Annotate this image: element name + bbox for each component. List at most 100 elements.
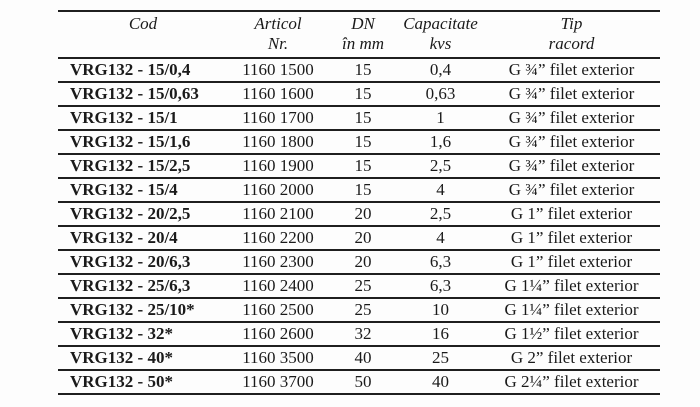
cell-tip: G 1¼” filet exterior bbox=[483, 298, 660, 323]
cell-kvs: 0,63 bbox=[398, 82, 483, 107]
header-line1: Tip bbox=[560, 14, 583, 33]
cell-tip: G ¾” filet exterior bbox=[483, 58, 660, 83]
cell-tip: G 1¼” filet exterior bbox=[483, 274, 660, 299]
table-row: VRG132 - 40* 1160 3500 40 25 G 2” filet exte… bbox=[58, 346, 660, 371]
cell-cod: VRG132 - 15/2,5 bbox=[58, 154, 228, 179]
cell-cod: VRG132 - 15/0,4 bbox=[58, 58, 228, 83]
cell-cod: VRG132 - 20/6,3 bbox=[58, 250, 228, 275]
column-header-cod: Cod bbox=[58, 11, 228, 59]
cell-articol: 1160 2600 bbox=[228, 322, 328, 347]
cell-cod: VRG132 - 50* bbox=[58, 370, 228, 395]
cell-kvs: 16 bbox=[398, 322, 483, 347]
cell-dn: 20 bbox=[328, 226, 398, 251]
table-row: VRG132 - 20/4 1160 2200 20 4 G 1” filet exte… bbox=[58, 226, 660, 251]
cell-cod: VRG132 - 25/6,3 bbox=[58, 274, 228, 299]
cell-cod: VRG132 - 15/4 bbox=[58, 178, 228, 203]
cell-dn: 32 bbox=[328, 322, 398, 347]
header-line1: Capacitate bbox=[403, 14, 478, 33]
header-line1: Articol bbox=[254, 14, 302, 33]
cell-dn: 15 bbox=[328, 58, 398, 83]
cell-kvs: 10 bbox=[398, 298, 483, 323]
cell-tip: G 1½” filet exterior bbox=[483, 322, 660, 347]
cell-dn: 25 bbox=[328, 274, 398, 299]
table-row: VRG132 - 25/6,3 1160 2400 25 6,3 G 1¼” filet… bbox=[58, 274, 660, 299]
cell-cod: VRG132 - 40* bbox=[58, 346, 228, 371]
cell-dn: 20 bbox=[328, 202, 398, 227]
cell-cod: VRG132 - 15/0,63 bbox=[58, 82, 228, 107]
header-line1: DN bbox=[351, 14, 375, 33]
cell-kvs: 1 bbox=[398, 106, 483, 131]
cell-kvs: 4 bbox=[398, 178, 483, 203]
cell-kvs: 4 bbox=[398, 226, 483, 251]
header-line2 bbox=[58, 34, 228, 54]
cell-dn: 50 bbox=[328, 370, 398, 395]
cell-tip: G 2¼” filet exterior bbox=[483, 370, 660, 395]
cell-dn: 15 bbox=[328, 106, 398, 131]
cell-cod: VRG132 - 15/1,6 bbox=[58, 130, 228, 155]
cell-kvs: 2,5 bbox=[398, 154, 483, 179]
column-header-articol: Articol Nr. bbox=[228, 11, 328, 59]
cell-kvs: 6,3 bbox=[398, 274, 483, 299]
cell-dn: 40 bbox=[328, 346, 398, 371]
cell-tip: G 2” filet exterior bbox=[483, 346, 660, 371]
cell-articol: 1160 2200 bbox=[228, 226, 328, 251]
cell-tip: G ¾” filet exterior bbox=[483, 154, 660, 179]
cell-articol: 1160 1800 bbox=[228, 130, 328, 155]
table-row: VRG132 - 32* 1160 2600 32 16 G 1½” filet ext… bbox=[58, 322, 660, 347]
cell-tip: G ¾” filet exterior bbox=[483, 130, 660, 155]
column-header-dn: DN în mm bbox=[328, 11, 398, 59]
table-row: VRG132 - 15/0,4 1160 1500 15 0,4 G ¾” filet … bbox=[58, 58, 660, 83]
header-line2: Nr. bbox=[267, 34, 289, 53]
cell-dn: 15 bbox=[328, 178, 398, 203]
cell-tip: G 1” filet exterior bbox=[483, 226, 660, 251]
table-body: VRG132 - 15/0,4 1160 1500 15 0,4 G ¾” filet … bbox=[58, 58, 660, 395]
cell-articol: 1160 2500 bbox=[228, 298, 328, 323]
header-row: Cod Articol Nr. DN în mm Capacitate kvs … bbox=[58, 11, 660, 59]
cell-kvs: 6,3 bbox=[398, 250, 483, 275]
table-row: VRG132 - 50* 1160 3700 50 40 G 2¼” filet ext… bbox=[58, 370, 660, 395]
product-spec-table: Cod Articol Nr. DN în mm Capacitate kvs … bbox=[58, 10, 660, 395]
header-line2: racord bbox=[548, 34, 595, 53]
cell-tip: G ¾” filet exterior bbox=[483, 178, 660, 203]
table-row: VRG132 - 25/10* 1160 2500 25 10 G 1¼” filet … bbox=[58, 298, 660, 323]
cell-tip: G ¾” filet exterior bbox=[483, 106, 660, 131]
cell-cod: VRG132 - 25/10* bbox=[58, 298, 228, 323]
table-row: VRG132 - 15/0,63 1160 1600 15 0,63 G ¾” file… bbox=[58, 82, 660, 107]
table-row: VRG132 - 15/1 1160 1700 15 1 G ¾” filet exte… bbox=[58, 106, 660, 131]
cell-articol: 1160 1500 bbox=[228, 58, 328, 83]
cell-kvs: 40 bbox=[398, 370, 483, 395]
cell-cod: VRG132 - 20/4 bbox=[58, 226, 228, 251]
table-row: VRG132 - 15/1,6 1160 1800 15 1,6 G ¾” filet … bbox=[58, 130, 660, 155]
cell-kvs: 1,6 bbox=[398, 130, 483, 155]
column-header-capacitate: Capacitate kvs bbox=[398, 11, 483, 59]
table-row: VRG132 - 15/2,5 1160 1900 15 2,5 G ¾” filet … bbox=[58, 154, 660, 179]
cell-dn: 15 bbox=[328, 154, 398, 179]
cell-dn: 20 bbox=[328, 250, 398, 275]
table-row: VRG132 - 20/2,5 1160 2100 20 2,5 G 1” filet … bbox=[58, 202, 660, 227]
cell-kvs: 2,5 bbox=[398, 202, 483, 227]
header-line1: Cod bbox=[128, 14, 158, 33]
cell-tip: G 1” filet exterior bbox=[483, 250, 660, 275]
cell-kvs: 25 bbox=[398, 346, 483, 371]
cell-articol: 1160 2100 bbox=[228, 202, 328, 227]
cell-articol: 1160 1600 bbox=[228, 82, 328, 107]
cell-articol: 1160 3700 bbox=[228, 370, 328, 395]
cell-articol: 1160 1700 bbox=[228, 106, 328, 131]
cell-articol: 1160 1900 bbox=[228, 154, 328, 179]
cell-cod: VRG132 - 15/1 bbox=[58, 106, 228, 131]
cell-dn: 15 bbox=[328, 82, 398, 107]
header-line2: kvs bbox=[429, 34, 452, 53]
table-header: Cod Articol Nr. DN în mm Capacitate kvs … bbox=[58, 11, 660, 59]
cell-dn: 15 bbox=[328, 130, 398, 155]
cell-tip: G 1” filet exterior bbox=[483, 202, 660, 227]
cell-articol: 1160 2000 bbox=[228, 178, 328, 203]
cell-dn: 25 bbox=[328, 298, 398, 323]
column-header-tip: Tip racord bbox=[483, 11, 660, 59]
cell-tip: G ¾” filet exterior bbox=[483, 82, 660, 107]
cell-kvs: 0,4 bbox=[398, 58, 483, 83]
header-line2: în mm bbox=[341, 34, 385, 53]
cell-cod: VRG132 - 20/2,5 bbox=[58, 202, 228, 227]
table-row: VRG132 - 15/4 1160 2000 15 4 G ¾” filet exte… bbox=[58, 178, 660, 203]
cell-articol: 1160 3500 bbox=[228, 346, 328, 371]
